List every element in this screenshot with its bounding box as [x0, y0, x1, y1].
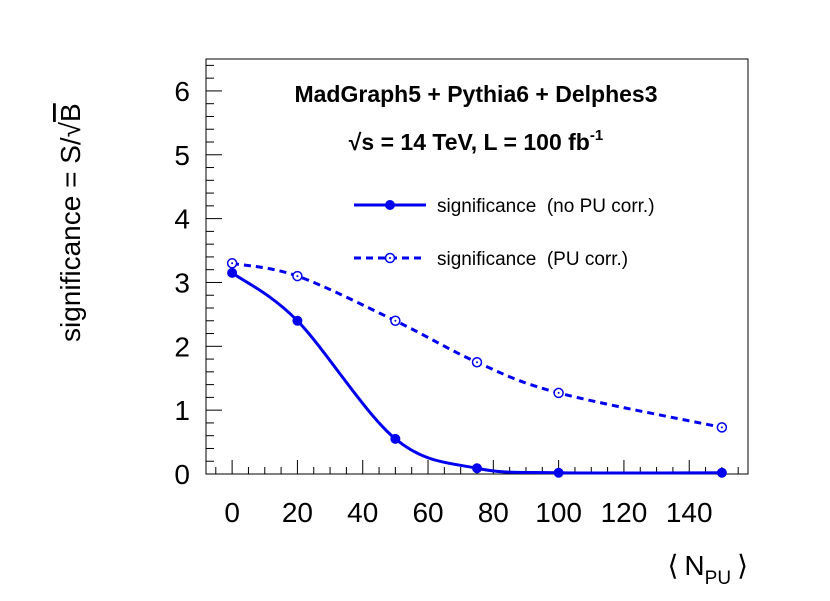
y-tick-label: 1 — [174, 395, 190, 426]
y-tick-label: 6 — [174, 76, 190, 107]
sqrt-sign: √ — [349, 129, 362, 155]
legend-marker-filled — [385, 200, 395, 210]
legend-label-pu-corr: significance (PU corr.) — [437, 249, 628, 270]
data-point-no-pu-corr — [472, 463, 482, 474]
y-tick-label: 4 — [174, 204, 190, 235]
legend-label-no-pu-corr: significance (no PU corr.) — [437, 196, 655, 217]
tick-labels: 0 20 40 60 80 100 120 140 0 1 2 3 4 5 6 — [174, 76, 712, 528]
x-tick-label: 60 — [412, 497, 443, 528]
y-tick-label: 2 — [174, 331, 190, 362]
series-line-no-pu-corr — [231, 271, 722, 475]
title-line2-superscript: -1 — [590, 127, 603, 144]
x-tick-label: 100 — [535, 497, 582, 528]
data-point-no-pu-corr — [292, 315, 303, 326]
data-point-pu-corr-center — [394, 319, 397, 322]
data-point-no-pu-corr — [553, 467, 564, 478]
series-line-pu-corr — [231, 261, 723, 429]
x-tick-label: 140 — [666, 497, 713, 528]
x-label-open: ⟨ — [667, 550, 678, 581]
y-tick-label: 5 — [174, 140, 190, 171]
x-label-close: ⟩ — [737, 550, 748, 581]
y-label-text: significance = S/ — [55, 137, 86, 342]
x-tick-label: 20 — [282, 497, 313, 528]
y-label-radicand: B — [55, 103, 86, 122]
data-point-pu-corr-center — [557, 391, 560, 394]
y-tick-label: 3 — [174, 267, 190, 298]
x-tick-label: 120 — [601, 497, 648, 528]
data-point-no-pu-corr — [390, 433, 401, 444]
data-point-pu-corr-center — [231, 262, 234, 265]
y-tick-label: 0 — [174, 459, 190, 490]
legend: significance (no PU corr.) significance … — [354, 196, 655, 270]
data-point-no-pu-corr — [227, 267, 238, 278]
axis-ticks — [206, 64, 739, 475]
x-tick-label: 0 — [224, 497, 240, 528]
y-label-sqrt: √ — [55, 121, 86, 137]
x-tick-label: 40 — [347, 497, 378, 528]
y-axis-label: significance = S/√B — [55, 103, 86, 342]
data-point-pu-corr-center — [296, 275, 299, 278]
x-tick-label: 80 — [478, 497, 509, 528]
title-line2-text: s = 14 TeV, L = 100 fb — [361, 129, 589, 155]
data-point-no-pu-corr — [716, 467, 727, 478]
legend-marker-open-dot — [389, 257, 391, 259]
series-layer — [226, 258, 728, 478]
chart-title-line1: MadGraph5 + Pythia6 + Delphes3 — [294, 81, 657, 107]
x-label-symbol: N — [684, 550, 704, 581]
data-point-pu-corr-center — [476, 361, 478, 364]
data-point-pu-corr-center — [720, 426, 723, 429]
chart-title-line2: √s = 14 TeV, L = 100 fb-1 — [349, 127, 603, 155]
x-label-subscript: PU — [705, 568, 731, 589]
x-axis-label: ⟨ NPU ⟩ — [667, 550, 748, 589]
